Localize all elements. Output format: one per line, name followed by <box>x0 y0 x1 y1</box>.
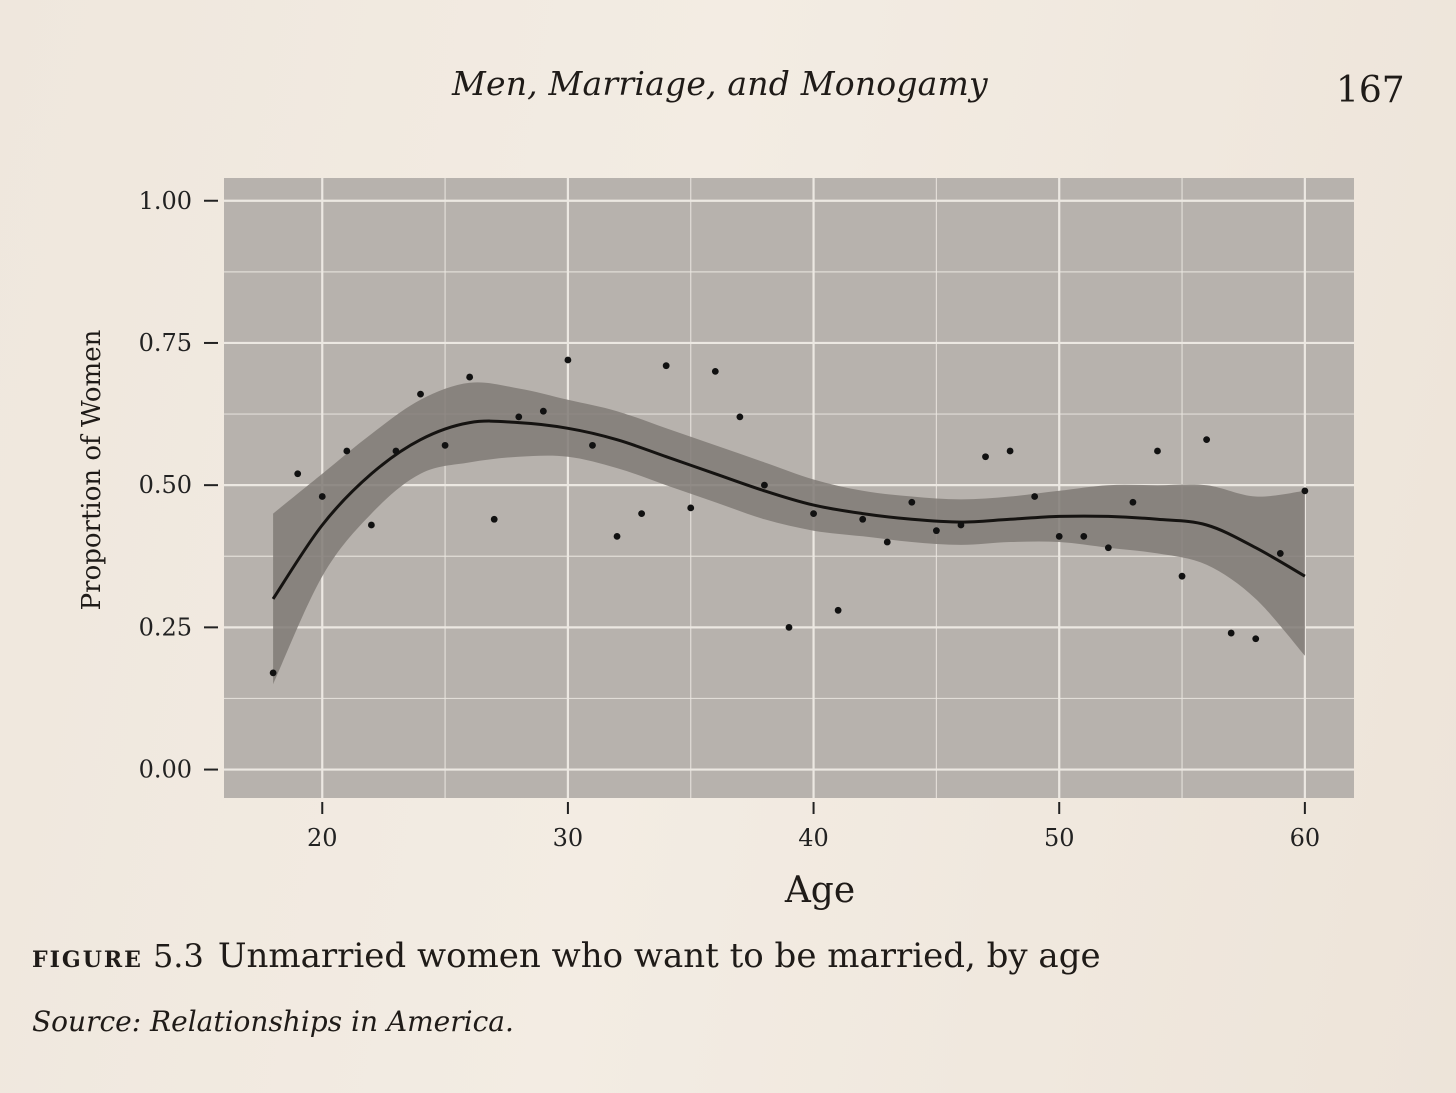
x-axis-ticks: 20 30 40 50 60 <box>307 802 1320 852</box>
data-point <box>539 407 547 415</box>
figure-caption-text: Unmarried women who want to be married, … <box>217 936 1101 976</box>
data-point <box>761 481 768 489</box>
chart: 20 30 40 50 60 0.00 0.25 0.50 0.75 1.00 Age Prop… <box>77 178 1354 911</box>
y-axis-title: Proportion of Women <box>77 329 107 610</box>
data-point <box>1154 447 1161 455</box>
data-point <box>785 623 793 631</box>
y-axis-ticks: 0.00 0.25 0.50 0.75 1.00 <box>139 187 218 784</box>
data-point <box>957 521 965 529</box>
running-head: Men, Marriage, and Monogamy <box>452 64 988 103</box>
x-tick-label: 40 <box>798 824 829 852</box>
data-point <box>613 532 621 540</box>
data-point <box>1276 550 1284 557</box>
data-point <box>490 515 498 523</box>
data-point <box>318 493 326 500</box>
data-point <box>736 413 744 421</box>
x-tick-label: 50 <box>1044 824 1075 852</box>
figure-source: Source: Relationships in America. <box>32 1005 514 1038</box>
x-tick-label: 30 <box>553 824 584 852</box>
data-point <box>982 453 989 461</box>
y-tick-label: 0.75 <box>139 329 192 357</box>
figure-caption: FIGURE 5.3 Unmarried women who want to be … <box>32 936 1101 976</box>
data-point <box>1252 635 1260 643</box>
data-point <box>589 441 596 449</box>
data-point <box>367 521 375 529</box>
y-tick-label: 0.25 <box>139 613 192 641</box>
y-tick-label: 0.00 <box>139 756 192 784</box>
data-point <box>810 510 817 517</box>
data-point <box>859 515 867 523</box>
x-axis-title: Age <box>784 870 855 911</box>
data-point <box>687 504 695 512</box>
data-point <box>711 367 719 375</box>
data-point <box>392 447 400 455</box>
data-point <box>1301 487 1309 495</box>
data-point <box>1104 544 1112 552</box>
confidence-band <box>273 382 1305 685</box>
data-point <box>834 606 842 614</box>
data-point <box>343 447 351 455</box>
x-tick-label: 20 <box>307 824 338 852</box>
data-point <box>1227 629 1235 637</box>
data-point <box>515 413 523 421</box>
data-point <box>269 669 277 677</box>
data-point <box>417 390 424 398</box>
page-number: 167 <box>1336 70 1405 111</box>
data-point <box>638 510 646 517</box>
x-tick-label: 60 <box>1290 824 1321 852</box>
data-point <box>466 373 474 381</box>
figure-number: 5.3 <box>152 937 204 975</box>
data-point <box>932 527 940 535</box>
data-point <box>662 362 670 370</box>
y-tick-label: 0.50 <box>139 471 192 499</box>
data-point <box>1178 572 1186 580</box>
data-point <box>1006 447 1014 455</box>
data-point <box>1203 436 1211 444</box>
data-point <box>294 470 302 478</box>
smoothed-fit-line <box>271 419 1306 600</box>
data-point <box>1129 498 1137 506</box>
data-point <box>883 538 891 546</box>
data-point <box>1080 532 1088 540</box>
figure-label: FIGURE <box>32 947 143 973</box>
y-tick-label: 1.00 <box>139 187 192 215</box>
data-point <box>564 356 572 364</box>
data-point <box>441 441 449 449</box>
data-points <box>269 356 1309 677</box>
data-point <box>1055 532 1063 540</box>
data-point <box>908 498 916 506</box>
data-point <box>1031 493 1039 500</box>
